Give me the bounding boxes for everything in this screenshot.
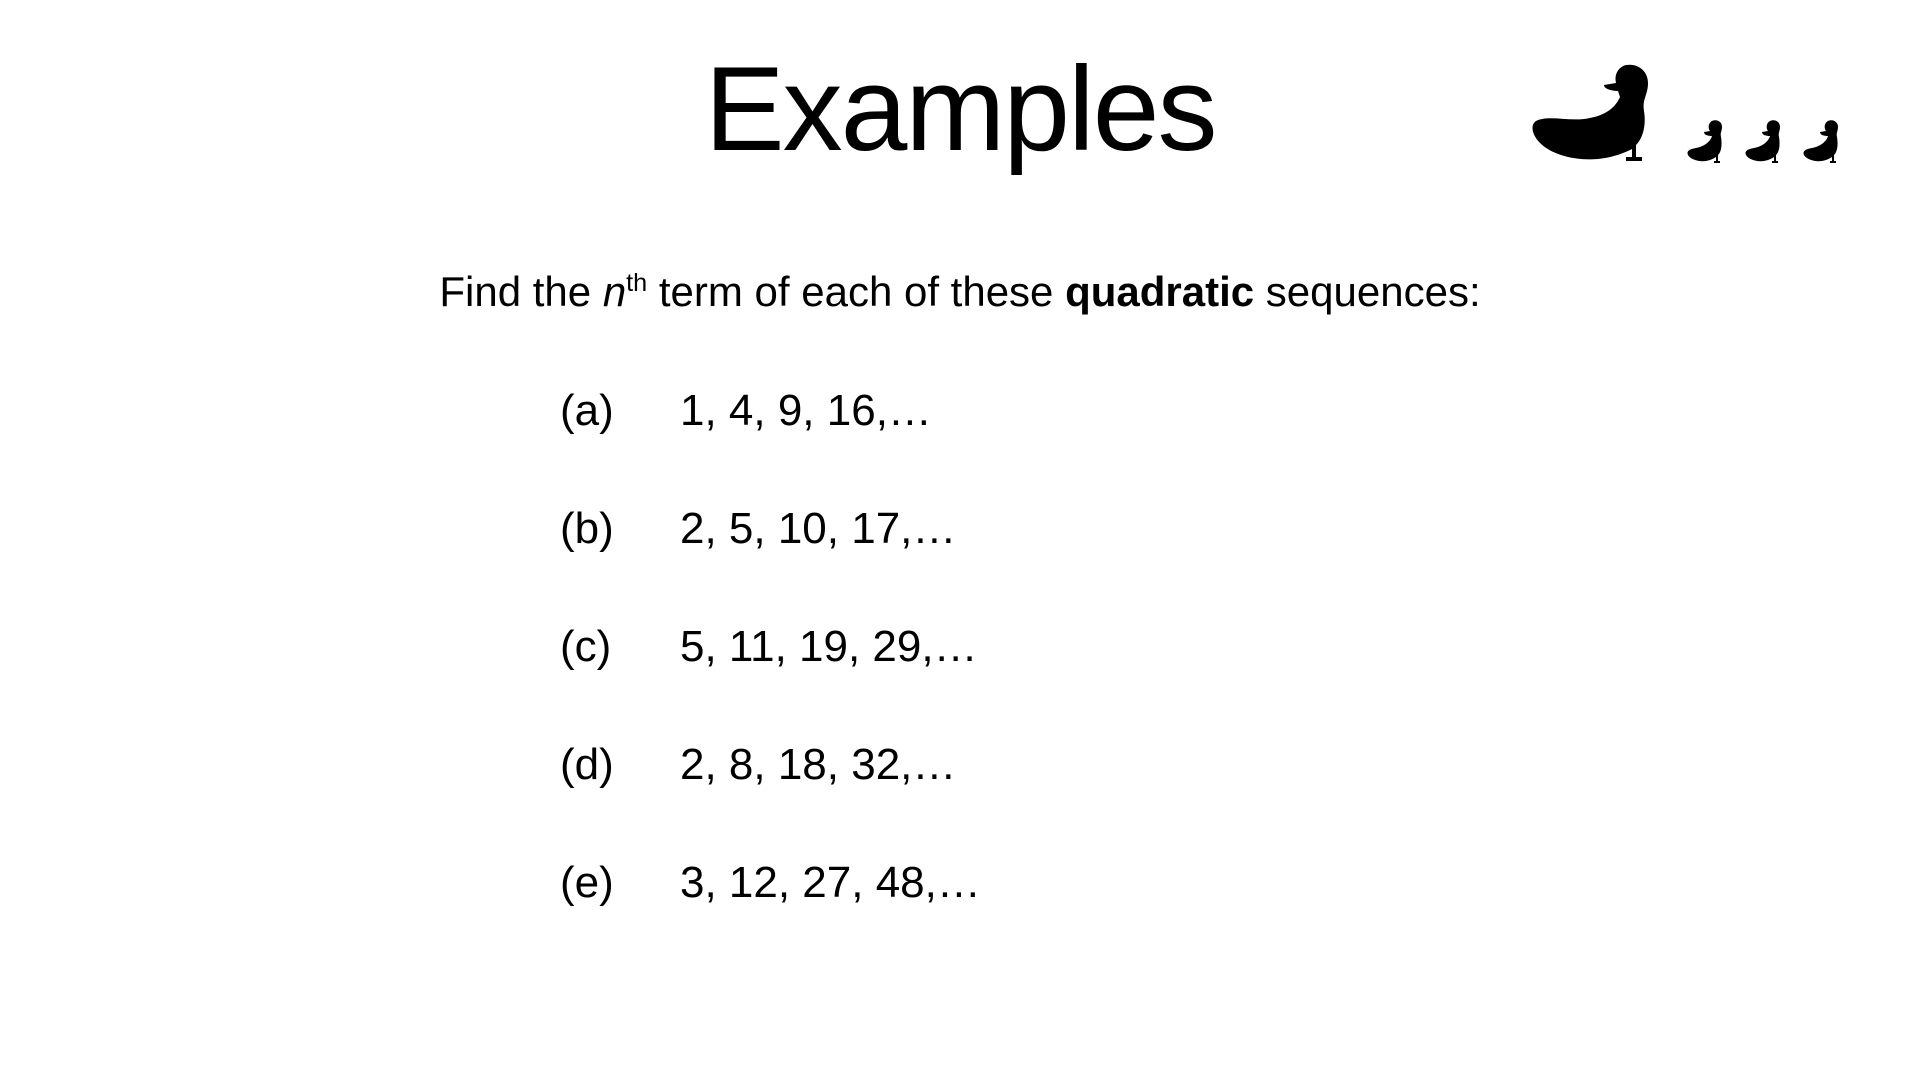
item-sequence: 5, 11, 19, 29,… xyxy=(680,622,978,672)
instruction-text: Find the nth term of each of these quadr… xyxy=(40,268,1880,316)
instruction-mid: term of each of these xyxy=(647,268,1065,315)
duckling-icon xyxy=(1684,115,1734,165)
duckling-icon xyxy=(1800,115,1850,165)
list-item: (e) 3, 12, 27, 48,… xyxy=(560,858,1880,908)
item-label: (d) xyxy=(560,740,680,790)
item-label: (b) xyxy=(560,504,680,554)
item-sequence: 2, 5, 10, 17,… xyxy=(680,504,956,554)
item-label: (e) xyxy=(560,858,680,908)
duckling-icon xyxy=(1742,115,1792,165)
instruction-n: n xyxy=(603,268,626,315)
list-item: (c) 5, 11, 19, 29,… xyxy=(560,622,1880,672)
items-list: (a) 1, 4, 9, 16,… (b) 2, 5, 10, 17,… (c)… xyxy=(560,386,1880,908)
item-sequence: 2, 8, 18, 32,… xyxy=(680,740,956,790)
item-sequence: 1, 4, 9, 16,… xyxy=(680,386,932,436)
list-item: (a) 1, 4, 9, 16,… xyxy=(560,386,1880,436)
list-item: (d) 2, 8, 18, 32,… xyxy=(560,740,1880,790)
item-label: (a) xyxy=(560,386,680,436)
duck-icon xyxy=(1526,55,1676,165)
instruction-th: th xyxy=(626,269,647,297)
ducks-icon-group xyxy=(1526,55,1850,165)
item-sequence: 3, 12, 27, 48,… xyxy=(680,858,981,908)
instruction-post: sequences: xyxy=(1254,268,1481,315)
slide: Examples Find the nth term of each of th… xyxy=(0,0,1920,1080)
list-item: (b) 2, 5, 10, 17,… xyxy=(560,504,1880,554)
item-label: (c) xyxy=(560,622,680,672)
instruction-bold: quadratic xyxy=(1065,268,1254,315)
instruction-pre: Find the xyxy=(439,268,602,315)
